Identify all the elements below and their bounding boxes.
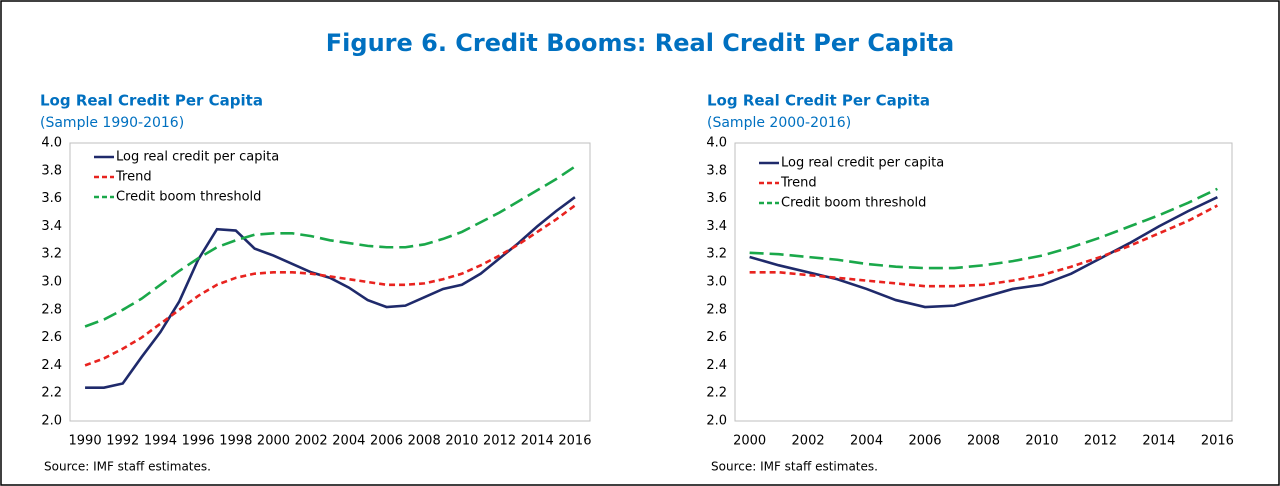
y-tick-label: 3.0 — [41, 275, 62, 290]
x-tick-label: 2004 — [332, 434, 365, 449]
x-tick-label: 2010 — [445, 434, 478, 449]
x-tick-label: 2002 — [295, 434, 328, 449]
y-tick-label: 3.6 — [706, 191, 727, 206]
series-line — [85, 196, 576, 389]
x-tick-label: 2008 — [408, 434, 441, 449]
x-tick-label: 1994 — [144, 434, 177, 449]
y-tick-label: 2.2 — [706, 386, 727, 401]
chart-title: Log Real Credit Per Capita — [707, 92, 930, 110]
series-line — [749, 196, 1218, 309]
x-tick-label: 1996 — [182, 434, 215, 449]
x-tick-label: 2012 — [483, 434, 516, 449]
y-tick-label: 2.2 — [41, 386, 62, 401]
plot-area — [69, 142, 591, 422]
chart-subtitle: (Sample 2000-2016) — [707, 115, 851, 131]
x-tick-label: 2000 — [257, 434, 290, 449]
y-tick-label: 2.4 — [706, 358, 727, 373]
y-tick-label: 2.8 — [41, 302, 62, 317]
y-tick-label: 2.8 — [706, 302, 727, 317]
x-tick-label: 2014 — [1142, 434, 1175, 449]
x-tick-label: 2016 — [558, 434, 591, 449]
y-tick-label: 2.6 — [41, 330, 62, 345]
y-tick-label: 3.4 — [706, 219, 727, 234]
x-tick-label: 2008 — [967, 434, 1000, 449]
chart-subtitle: (Sample 1990-2016) — [40, 115, 184, 131]
x-tick-label: 2012 — [1084, 434, 1117, 449]
y-tick-label: 3.2 — [706, 247, 727, 262]
chart-title: Log Real Credit Per Capita — [40, 92, 263, 110]
x-tick-label: 2002 — [792, 434, 825, 449]
series-line — [749, 204, 1218, 288]
x-tick-label: 2010 — [1025, 434, 1058, 449]
y-tick-label: 3.0 — [706, 275, 727, 290]
y-tick-label: 3.6 — [41, 191, 62, 206]
legend-label: Trend — [780, 176, 817, 191]
plot-area — [734, 142, 1233, 422]
y-tick-label: 4.0 — [41, 136, 62, 151]
legend-label: Credit boom threshold — [781, 196, 926, 211]
x-tick-label: 2006 — [370, 434, 403, 449]
y-tick-label: 2.0 — [41, 414, 62, 429]
x-tick-label: 2000 — [733, 434, 766, 449]
legend-label: Log real credit per capita — [116, 150, 279, 165]
figure-title: Figure 6. Credit Booms: Real Credit Per … — [326, 29, 954, 57]
legend-label: Trend — [115, 170, 152, 185]
x-tick-label: 1990 — [69, 434, 102, 449]
x-tick-label: 1992 — [106, 434, 139, 449]
x-tick-label: 2016 — [1201, 434, 1234, 449]
legend-label: Log real credit per capita — [781, 156, 944, 171]
y-tick-label: 3.2 — [41, 247, 62, 262]
y-tick-label: 4.0 — [706, 136, 727, 151]
y-tick-label: 3.4 — [41, 219, 62, 234]
y-tick-label: 3.8 — [41, 163, 62, 178]
series-line — [84, 165, 576, 328]
y-tick-label: 2.0 — [706, 414, 727, 429]
series-line — [84, 204, 576, 367]
source-note: Source: IMF staff estimates. — [44, 460, 211, 474]
y-tick-label: 3.8 — [706, 163, 727, 178]
x-tick-label: 1998 — [219, 434, 252, 449]
legend-label: Credit boom threshold — [116, 190, 261, 205]
y-tick-label: 2.6 — [706, 330, 727, 345]
x-tick-label: 2006 — [908, 434, 941, 449]
x-tick-label: 2004 — [850, 434, 883, 449]
x-tick-label: 2014 — [521, 434, 554, 449]
source-note: Source: IMF staff estimates. — [711, 460, 878, 474]
y-tick-label: 2.4 — [41, 358, 62, 373]
